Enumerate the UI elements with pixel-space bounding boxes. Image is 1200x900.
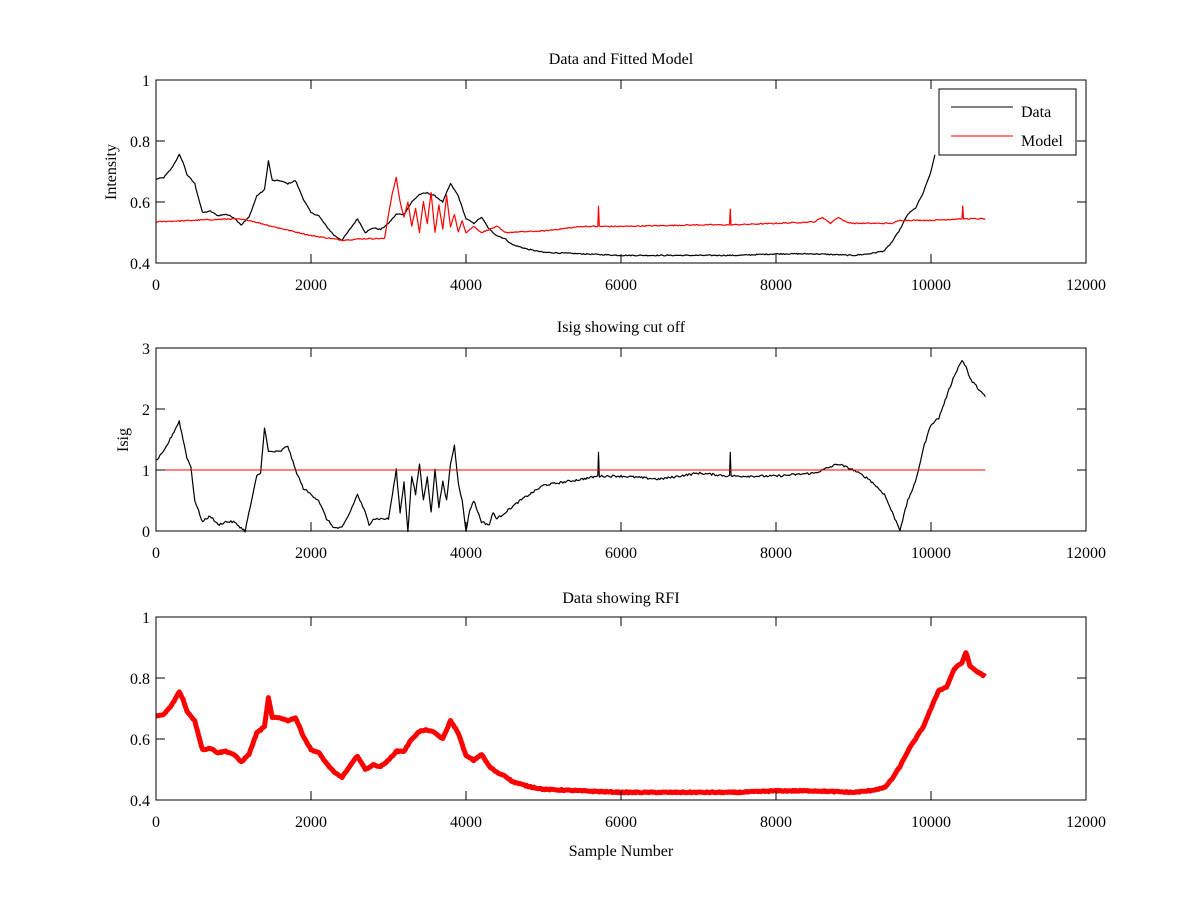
x-tick-label: 10000: [911, 545, 951, 562]
legend-label-data: Data: [1021, 104, 1051, 121]
y-tick-label: 1: [142, 463, 150, 480]
y-tick-label: 0.8: [130, 671, 150, 688]
panel-3-xlabel: Sample Number: [569, 843, 674, 860]
panel-3-title: Data showing RFI: [562, 590, 679, 607]
x-tick-label: 8000: [760, 814, 792, 831]
y-tick-label: 0.8: [130, 134, 150, 151]
x-tick-label: 4000: [450, 545, 482, 562]
series-line-data: [155, 153, 936, 257]
y-tick-label: 2: [142, 402, 150, 419]
x-tick-label: 12000: [1066, 277, 1106, 294]
x-tick-label: 4000: [450, 814, 482, 831]
series-line-rfi-data: [154, 650, 987, 796]
x-tick-label: 10000: [911, 277, 951, 294]
x-tick-label: 6000: [605, 545, 637, 562]
x-tick-label: 0: [152, 277, 160, 294]
legend-label-model: Model: [1021, 133, 1063, 150]
x-tick-label: 0: [152, 545, 160, 562]
series-line-isig: [155, 360, 986, 533]
y-tick-label: 1: [142, 73, 150, 90]
x-tick-label: 12000: [1066, 814, 1106, 831]
y-tick-label: 0.6: [130, 732, 150, 749]
x-tick-label: 0: [152, 814, 160, 831]
x-tick-label: 6000: [605, 814, 637, 831]
panel-2-title: Isig showing cut off: [557, 319, 686, 336]
x-tick-label: 2000: [295, 545, 327, 562]
x-tick-label: 6000: [605, 277, 637, 294]
series-line-model: [155, 176, 986, 242]
x-tick-label: 2000: [295, 277, 327, 294]
y-tick-label: 1: [142, 610, 150, 627]
x-tick-label: 2000: [295, 814, 327, 831]
panel-data-showing-rfi: Data showing RFI 0 2000 4000 6000 8000 10000 1…: [130, 590, 1106, 860]
x-tick-label: 8000: [760, 545, 792, 562]
x-tick-label: 12000: [1066, 545, 1106, 562]
y-tick-label: 3: [142, 341, 150, 358]
panel-2-ylabel: Isig: [115, 428, 132, 452]
panel-1-ylabel: Intensity: [103, 144, 120, 200]
panel-data-and-fitted-model: Data and Fitted Model Intensity 0 2000 400…: [103, 51, 1106, 294]
x-tick-label: 8000: [760, 277, 792, 294]
panel-isig-showing-cut-off: Isig showing cut off Isig 0 2000 4000 6000 8…: [115, 319, 1106, 562]
panel-1-title: Data and Fitted Model: [549, 51, 694, 68]
y-tick-label: 0: [142, 524, 150, 541]
y-tick-label: 0.6: [130, 195, 150, 212]
x-tick-label: 10000: [911, 814, 951, 831]
legend: Data Model: [938, 88, 1077, 156]
y-tick-label: 0.4: [130, 256, 150, 273]
y-tick-label: 0.4: [130, 793, 150, 810]
x-tick-label: 4000: [450, 277, 482, 294]
legend-box: [938, 88, 1077, 156]
